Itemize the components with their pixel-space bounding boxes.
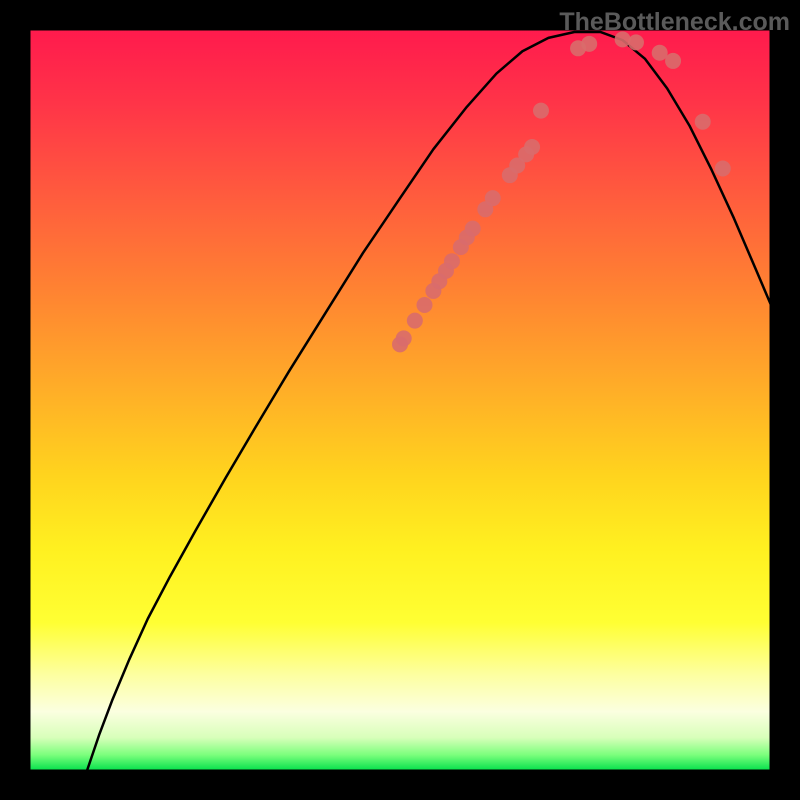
marker-point xyxy=(665,53,681,69)
marker-point xyxy=(485,190,501,206)
marker-point xyxy=(581,36,597,52)
marker-point xyxy=(444,253,460,269)
bottleneck-curve-chart xyxy=(0,0,800,800)
marker-point xyxy=(533,103,549,119)
marker-point xyxy=(695,114,711,130)
marker-point xyxy=(715,161,731,177)
plot-background xyxy=(29,29,771,771)
marker-point xyxy=(524,139,540,155)
marker-point xyxy=(465,221,481,237)
chart-stage: TheBottleneck.com xyxy=(0,0,800,800)
marker-point xyxy=(615,31,631,47)
marker-point xyxy=(407,313,423,329)
marker-point xyxy=(416,297,432,313)
marker-point xyxy=(396,330,412,346)
marker-point xyxy=(628,34,644,50)
marker-point xyxy=(652,45,668,61)
